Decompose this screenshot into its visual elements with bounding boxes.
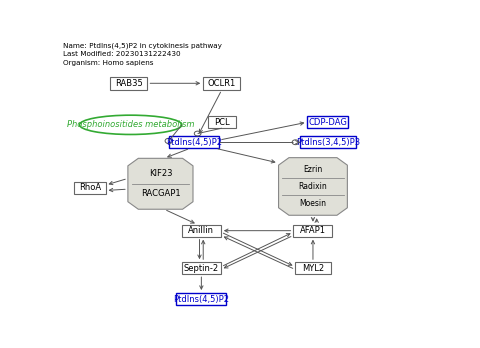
FancyBboxPatch shape <box>182 262 221 274</box>
FancyBboxPatch shape <box>293 225 333 237</box>
Text: Radixin: Radixin <box>299 182 327 191</box>
FancyBboxPatch shape <box>169 136 219 148</box>
Text: OCLR1: OCLR1 <box>208 79 236 88</box>
Ellipse shape <box>80 115 182 134</box>
Text: Organism: Homo sapiens: Organism: Homo sapiens <box>63 60 154 66</box>
Text: Phosphoinositides metabolism: Phosphoinositides metabolism <box>67 120 194 129</box>
FancyBboxPatch shape <box>203 77 240 90</box>
Text: RAB35: RAB35 <box>115 79 143 88</box>
Text: PtdIns(4,5)P2: PtdIns(4,5)P2 <box>166 138 222 147</box>
Text: PtdIns(3,4,5)P3: PtdIns(3,4,5)P3 <box>296 138 360 147</box>
Text: PCL: PCL <box>214 118 229 127</box>
FancyBboxPatch shape <box>176 293 227 305</box>
Text: Septin-2: Septin-2 <box>184 264 219 273</box>
Text: Anillin: Anillin <box>188 226 215 235</box>
Polygon shape <box>278 158 348 215</box>
Text: Ezrin: Ezrin <box>303 165 323 174</box>
FancyBboxPatch shape <box>300 136 356 148</box>
FancyBboxPatch shape <box>74 182 106 194</box>
Text: RhoA: RhoA <box>79 183 101 192</box>
FancyBboxPatch shape <box>182 225 221 237</box>
Text: Name: PtdIns(4,5)P2 in cytokinesis pathway: Name: PtdIns(4,5)P2 in cytokinesis pathw… <box>63 42 222 49</box>
Text: CDP-DAG: CDP-DAG <box>309 118 347 127</box>
FancyBboxPatch shape <box>110 77 147 90</box>
Text: PtdIns(4,5)P2: PtdIns(4,5)P2 <box>173 294 229 303</box>
Text: MYL2: MYL2 <box>302 264 324 273</box>
FancyBboxPatch shape <box>295 262 331 274</box>
Text: RACGAP1: RACGAP1 <box>141 189 180 198</box>
FancyBboxPatch shape <box>307 116 348 128</box>
FancyBboxPatch shape <box>208 116 236 128</box>
Text: Last Modified: 20230131222430: Last Modified: 20230131222430 <box>63 51 180 57</box>
Polygon shape <box>128 158 193 209</box>
Text: Moesin: Moesin <box>300 199 326 208</box>
Text: AFAP1: AFAP1 <box>300 226 326 235</box>
Text: KIF23: KIF23 <box>149 169 172 178</box>
